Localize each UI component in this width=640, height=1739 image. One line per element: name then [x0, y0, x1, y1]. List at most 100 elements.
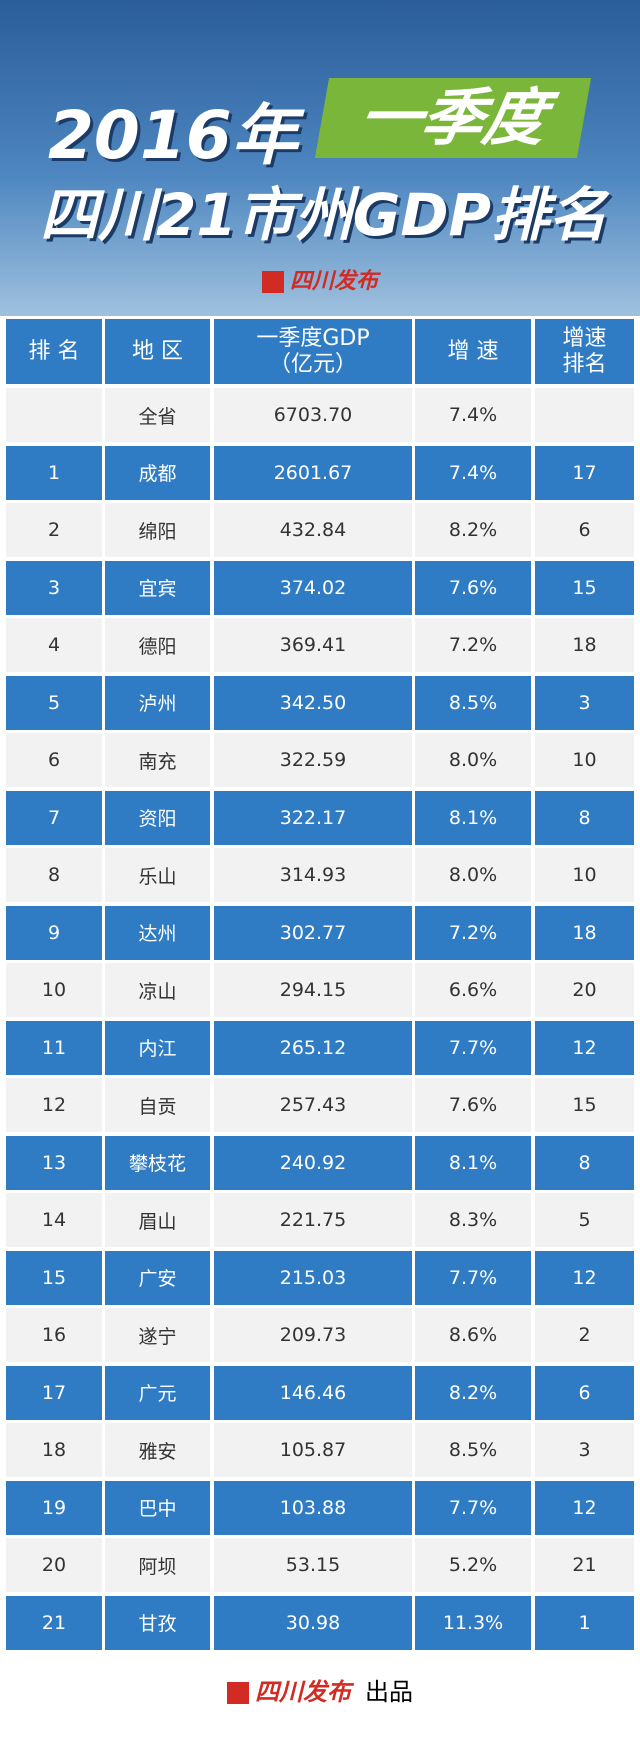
banner-quarter: 一季度: [314, 78, 592, 158]
table-cell: 阿坝: [105, 1538, 210, 1592]
cell-text: 18: [572, 634, 597, 656]
logo-text: 四川发布: [290, 269, 379, 294]
header-text: 地 区: [132, 338, 183, 364]
cell-text: 12: [572, 1036, 597, 1059]
header-cell: 排 名: [6, 319, 102, 384]
table-cell: 374.02: [214, 560, 412, 615]
cell-text: 432.84: [279, 519, 347, 541]
table-cell: 314.93: [214, 848, 412, 902]
cell-text: 6: [578, 1381, 591, 1404]
table-cell: 绵阳: [105, 503, 210, 557]
cell-text: 凉山: [138, 980, 177, 1003]
table-cell: 8.6%: [415, 1308, 531, 1362]
table-cell: 眉山: [105, 1193, 210, 1247]
banner-year: 2016年: [48, 97, 298, 174]
cell-text: 9: [47, 921, 61, 944]
table-cell: 18: [535, 618, 634, 672]
table-cell: 2: [535, 1308, 634, 1362]
cell-text: 成都: [138, 463, 177, 485]
table-cell: 30.98: [214, 1595, 412, 1650]
footer-stamp: [227, 1682, 249, 1704]
table-cell: 11: [6, 1020, 102, 1075]
cell-text: 雅安: [138, 1440, 177, 1463]
cell-text: 自贡: [138, 1095, 177, 1118]
table-cell: 257.43: [214, 1078, 412, 1132]
cell-text: 302.77: [279, 921, 347, 944]
table-cell: 146.46: [214, 1365, 412, 1420]
cell-text: 5: [578, 1209, 591, 1231]
cell-text: 209.73: [279, 1324, 347, 1346]
table-cell: 6: [535, 503, 634, 557]
table-cell: 10: [6, 963, 102, 1017]
cell-text: 342.50: [279, 691, 347, 714]
header-text: 增 速: [447, 338, 499, 364]
table-cell: 103.88: [214, 1480, 412, 1535]
table-cell: 8: [535, 790, 634, 845]
cell-text: 8: [578, 806, 591, 829]
cell-text: 7.7%: [448, 1036, 498, 1059]
table-cell: 4: [6, 618, 102, 672]
table-cell: 雅安: [105, 1423, 210, 1477]
table-cell: 凉山: [105, 963, 210, 1017]
table-cell: 遂宁: [105, 1308, 210, 1362]
cell-text: 7.7%: [448, 1496, 498, 1519]
table-cell: 322.17: [214, 790, 412, 845]
cell-text: 5: [47, 691, 61, 714]
table-cell: 7.7%: [415, 1250, 531, 1305]
header-cell: 增 速: [415, 319, 531, 384]
cell-text: 6: [47, 749, 61, 771]
cell-text: 16: [41, 1324, 67, 1346]
header-cell: 一季度GDP （亿元）: [214, 319, 412, 384]
table-cell: 8.2%: [415, 503, 531, 557]
table-cell: 8.3%: [415, 1193, 531, 1247]
total-text: 6703.70: [273, 404, 353, 426]
table-cell: 215.03: [214, 1250, 412, 1305]
table-cell: 泸州: [105, 675, 210, 730]
cell-text: 泸州: [138, 693, 177, 715]
cell-text: 1: [578, 1611, 591, 1634]
table-cell: 5: [6, 675, 102, 730]
table-cell: 宜宾: [105, 560, 210, 615]
table-cell: 7.6%: [415, 1078, 531, 1132]
cell-text: 322.59: [279, 749, 347, 771]
table-cell: 342.50: [214, 675, 412, 730]
cell-text: 146.46: [279, 1381, 347, 1404]
cell-text: 7.2%: [448, 634, 498, 656]
total-cell: 7.4%: [415, 388, 531, 442]
table-cell: 10: [535, 733, 634, 787]
header-text: 增速: [562, 325, 607, 351]
cell-text: 7.6%: [448, 1094, 498, 1116]
table-cell: 8: [535, 1135, 634, 1190]
cell-text: 宜宾: [138, 578, 177, 600]
cell-text: 11.3%: [442, 1611, 504, 1634]
cell-text: 内江: [138, 1038, 177, 1060]
table-cell: 资阳: [105, 790, 210, 845]
table-cell: 2: [6, 503, 102, 557]
table-cell: 7.7%: [415, 1480, 531, 1535]
cell-text: 7: [47, 806, 61, 829]
total-text: 全省: [138, 405, 177, 428]
table-cell: 209.73: [214, 1308, 412, 1362]
cell-text: 20: [572, 979, 597, 1001]
table-cell: 7.4%: [415, 445, 531, 500]
cell-text: 德阳: [138, 635, 177, 658]
table-cell: 12: [535, 1250, 634, 1305]
total-cell: [6, 388, 102, 442]
header-cell: 地 区: [105, 319, 210, 384]
table-cell: 15: [535, 560, 634, 615]
cell-text: 18: [41, 1439, 67, 1461]
header-text: 排 名: [28, 338, 80, 364]
cell-text: 21: [41, 1611, 67, 1634]
table-cell: 17: [6, 1365, 102, 1420]
cell-text: 257.43: [279, 1094, 347, 1116]
table-cell: 18: [6, 1423, 102, 1477]
footer-text: 出品: [365, 1678, 413, 1706]
cell-text: 3: [47, 576, 61, 599]
cell-text: 8: [578, 1151, 591, 1174]
table-cell: 1: [535, 1595, 634, 1650]
table-cell: 南充: [105, 733, 210, 787]
table-cell: 5: [535, 1193, 634, 1247]
table-cell: 7.2%: [415, 905, 531, 960]
cell-text: 8: [47, 864, 61, 886]
